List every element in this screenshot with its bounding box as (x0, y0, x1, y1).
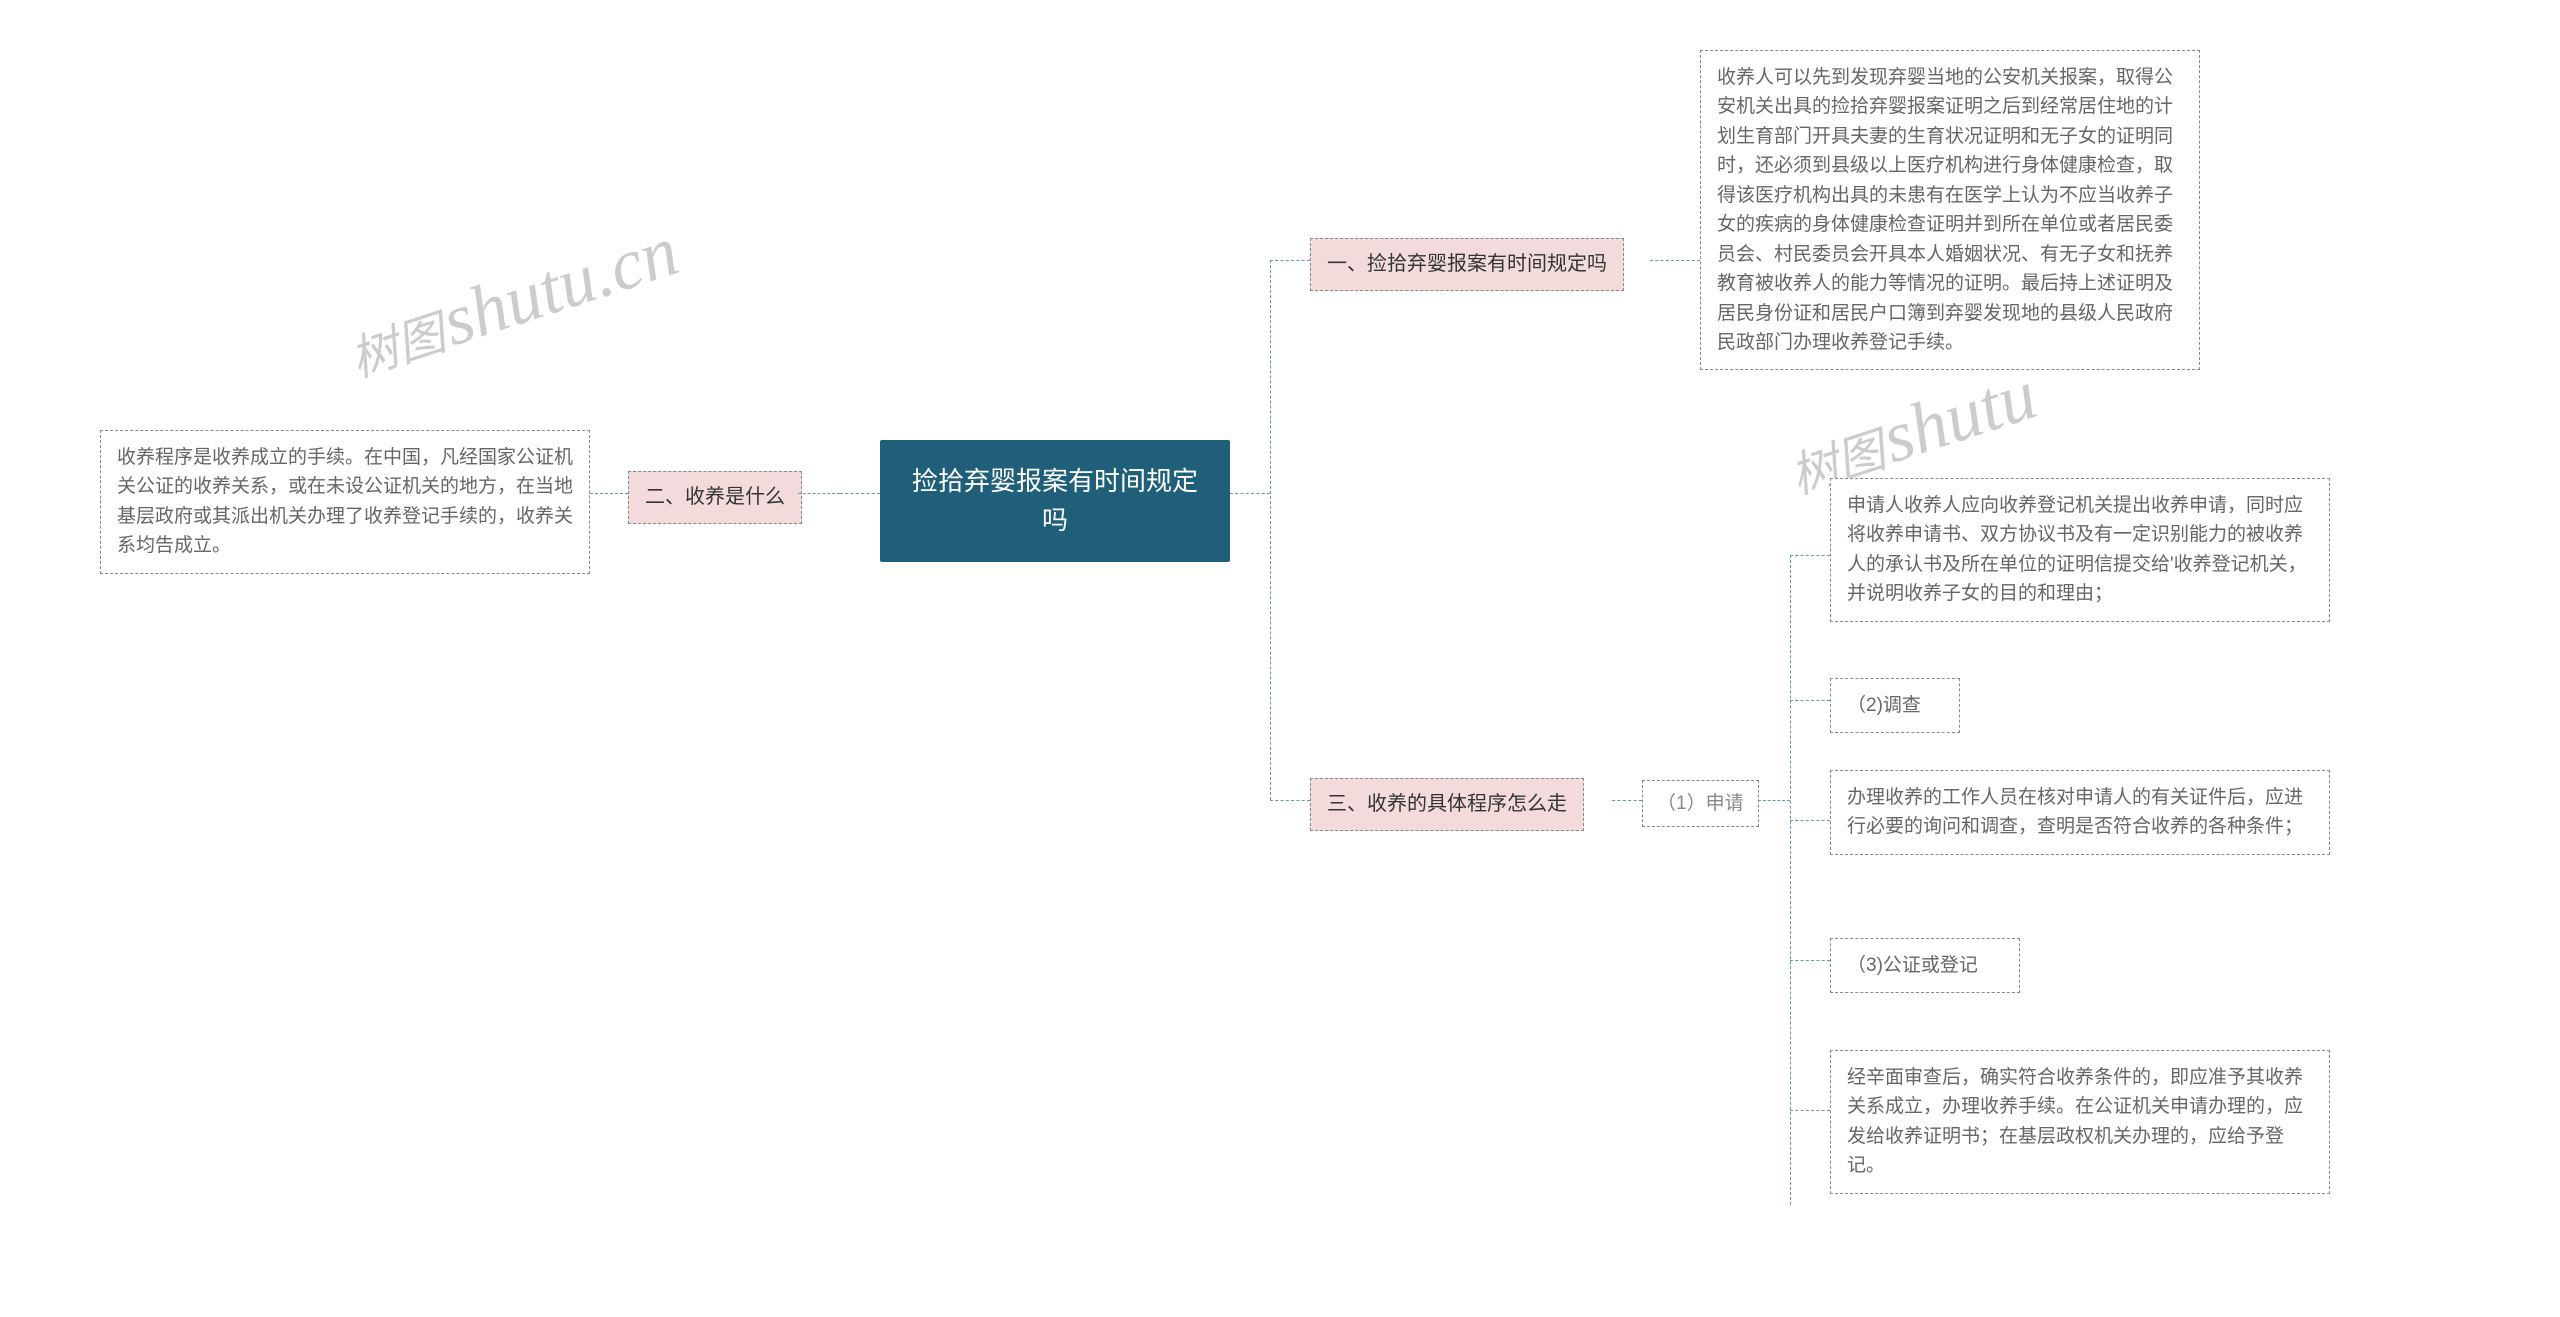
branch-b2: 二、收养是什么 (628, 471, 802, 524)
branch-b3-label: 三、收养的具体程序怎么走 (1327, 793, 1567, 815)
leaf-b3-l5: 经辛面审查后，确实符合收养条件的，即应准予其收养关系成立，办理收养手续。在公证机… (1830, 1050, 2330, 1194)
connector (1230, 493, 1270, 494)
connector (1790, 555, 1830, 556)
leaf-b3-l4: （3)公证或登记 (1830, 938, 2020, 993)
connector (1758, 800, 1790, 801)
watermark-left: 树图 shutu.cn (337, 209, 688, 394)
connector (1790, 700, 1830, 701)
connector (1790, 960, 1830, 961)
mid-b3: （1）申请 (1642, 780, 1759, 827)
leaf-b3-l2: （2)调查 (1830, 678, 1960, 733)
connector (1790, 555, 1791, 1205)
connector (590, 493, 628, 494)
connector (1270, 260, 1310, 261)
root-node: 捡拾弃婴报案有时间规定 吗 (880, 440, 1230, 562)
leaf-b3-l2-text: （2)调查 (1847, 695, 1921, 716)
leaf-b1-text: 收养人可以先到发现弃婴当地的公安机关报案，取得公安机关出具的捡拾弃婴报案证明之后… (1717, 67, 2173, 353)
connector (1270, 800, 1310, 801)
leaf-b2-text: 收养程序是收养成立的手续。在中国，凡经国家公证机关公证的收养关系，或在未设公证机… (117, 447, 573, 556)
connector (840, 493, 880, 494)
leaf-b2: 收养程序是收养成立的手续。在中国，凡经国家公证机关公证的收养关系，或在未设公证机… (100, 430, 590, 574)
watermark-left-en: shutu.cn (433, 210, 688, 361)
watermark-left-cn: 树图 (344, 307, 452, 387)
leaf-b3-l3: 办理收养的工作人员在核对申请人的有关证件后，应进行必要的询问和调查，查明是否符合… (1830, 770, 2330, 855)
connector (1790, 1110, 1830, 1111)
leaf-b3-l1: 申请人收养人应向收养登记机关提出收养申请，同时应将收养申请书、双方协议书及有一定… (1830, 478, 2330, 622)
branch-b3: 三、收养的具体程序怎么走 (1310, 778, 1584, 831)
branch-b1: 一、捡拾弃婴报案有时间规定吗 (1310, 238, 1624, 291)
root-title-line1: 捡拾弃婴报案有时间规定 (908, 462, 1202, 501)
leaf-b3-l4-text: （3)公证或登记 (1847, 955, 1978, 976)
connector (798, 493, 840, 494)
connector (1790, 820, 1830, 821)
connector (1612, 800, 1642, 801)
connector (1650, 260, 1700, 261)
root-title-line2: 吗 (908, 501, 1202, 540)
branch-b1-label: 一、捡拾弃婴报案有时间规定吗 (1327, 253, 1607, 275)
branch-b2-label: 二、收养是什么 (645, 486, 785, 508)
leaf-b3-l1-text: 申请人收养人应向收养登记机关提出收养申请，同时应将收养申请书、双方协议书及有一定… (1847, 495, 2307, 604)
leaf-b3-l3-text: 办理收养的工作人员在核对申请人的有关证件后，应进行必要的询问和调查，查明是否符合… (1847, 787, 2303, 837)
connector (1270, 260, 1271, 800)
leaf-b3-l5-text: 经辛面审查后，确实符合收养条件的，即应准予其收养关系成立，办理收养手续。在公证机… (1847, 1067, 2303, 1176)
watermark-right-en: shutu (1873, 354, 2046, 478)
mid-b3-label: （1）申请 (1657, 793, 1744, 814)
leaf-b1: 收养人可以先到发现弃婴当地的公安机关报案，取得公安机关出具的捡拾弃婴报案证明之后… (1700, 50, 2200, 370)
